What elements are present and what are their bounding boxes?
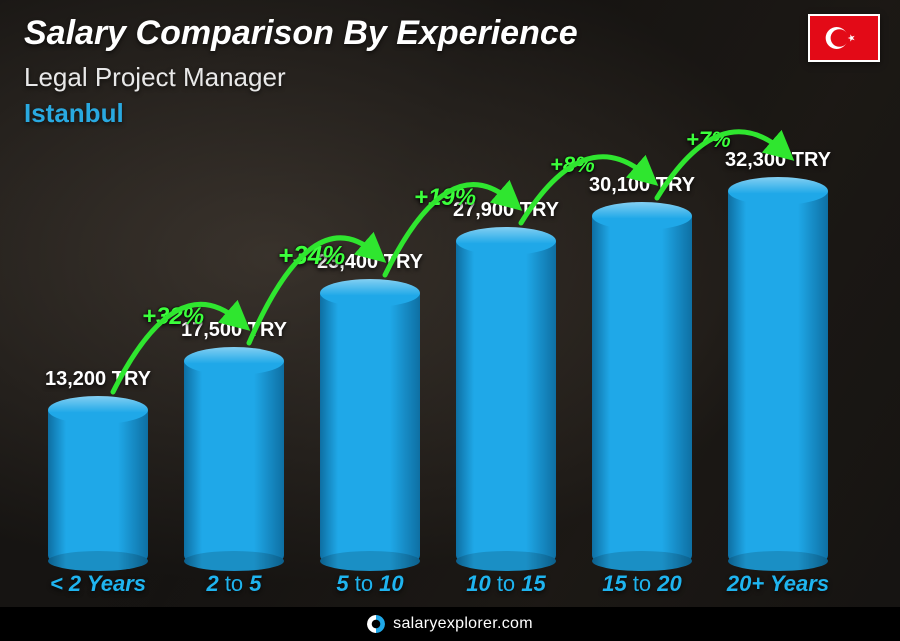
growth-arc: [385, 185, 511, 275]
footer-text: salaryexplorer.com: [393, 615, 533, 633]
growth-arc: [113, 304, 239, 392]
salary-bar-chart: 13,200 TRY< 2 Years17,500 TRY2 to 523,40…: [30, 120, 850, 561]
country-flag-turkey: [808, 14, 880, 62]
logo-icon: [367, 615, 385, 633]
delta-arcs: [30, 120, 850, 561]
x-axis-label: 5 to 10: [302, 571, 438, 597]
growth-arc: [249, 238, 375, 343]
growth-arc: [657, 132, 783, 198]
x-axis-label: < 2 Years: [30, 571, 166, 597]
growth-arc: [521, 157, 647, 223]
footer-bar: salaryexplorer.com: [0, 607, 900, 641]
infographic-stage: Salary Comparison By Experience Legal Pr…: [0, 0, 900, 641]
page-title: Salary Comparison By Experience: [24, 14, 578, 53]
job-title: Legal Project Manager: [24, 62, 286, 93]
x-axis-label: 20+ Years: [710, 571, 846, 597]
x-axis-label: 2 to 5: [166, 571, 302, 597]
x-axis-label: 15 to 20: [574, 571, 710, 597]
x-axis-label: 10 to 15: [438, 571, 574, 597]
